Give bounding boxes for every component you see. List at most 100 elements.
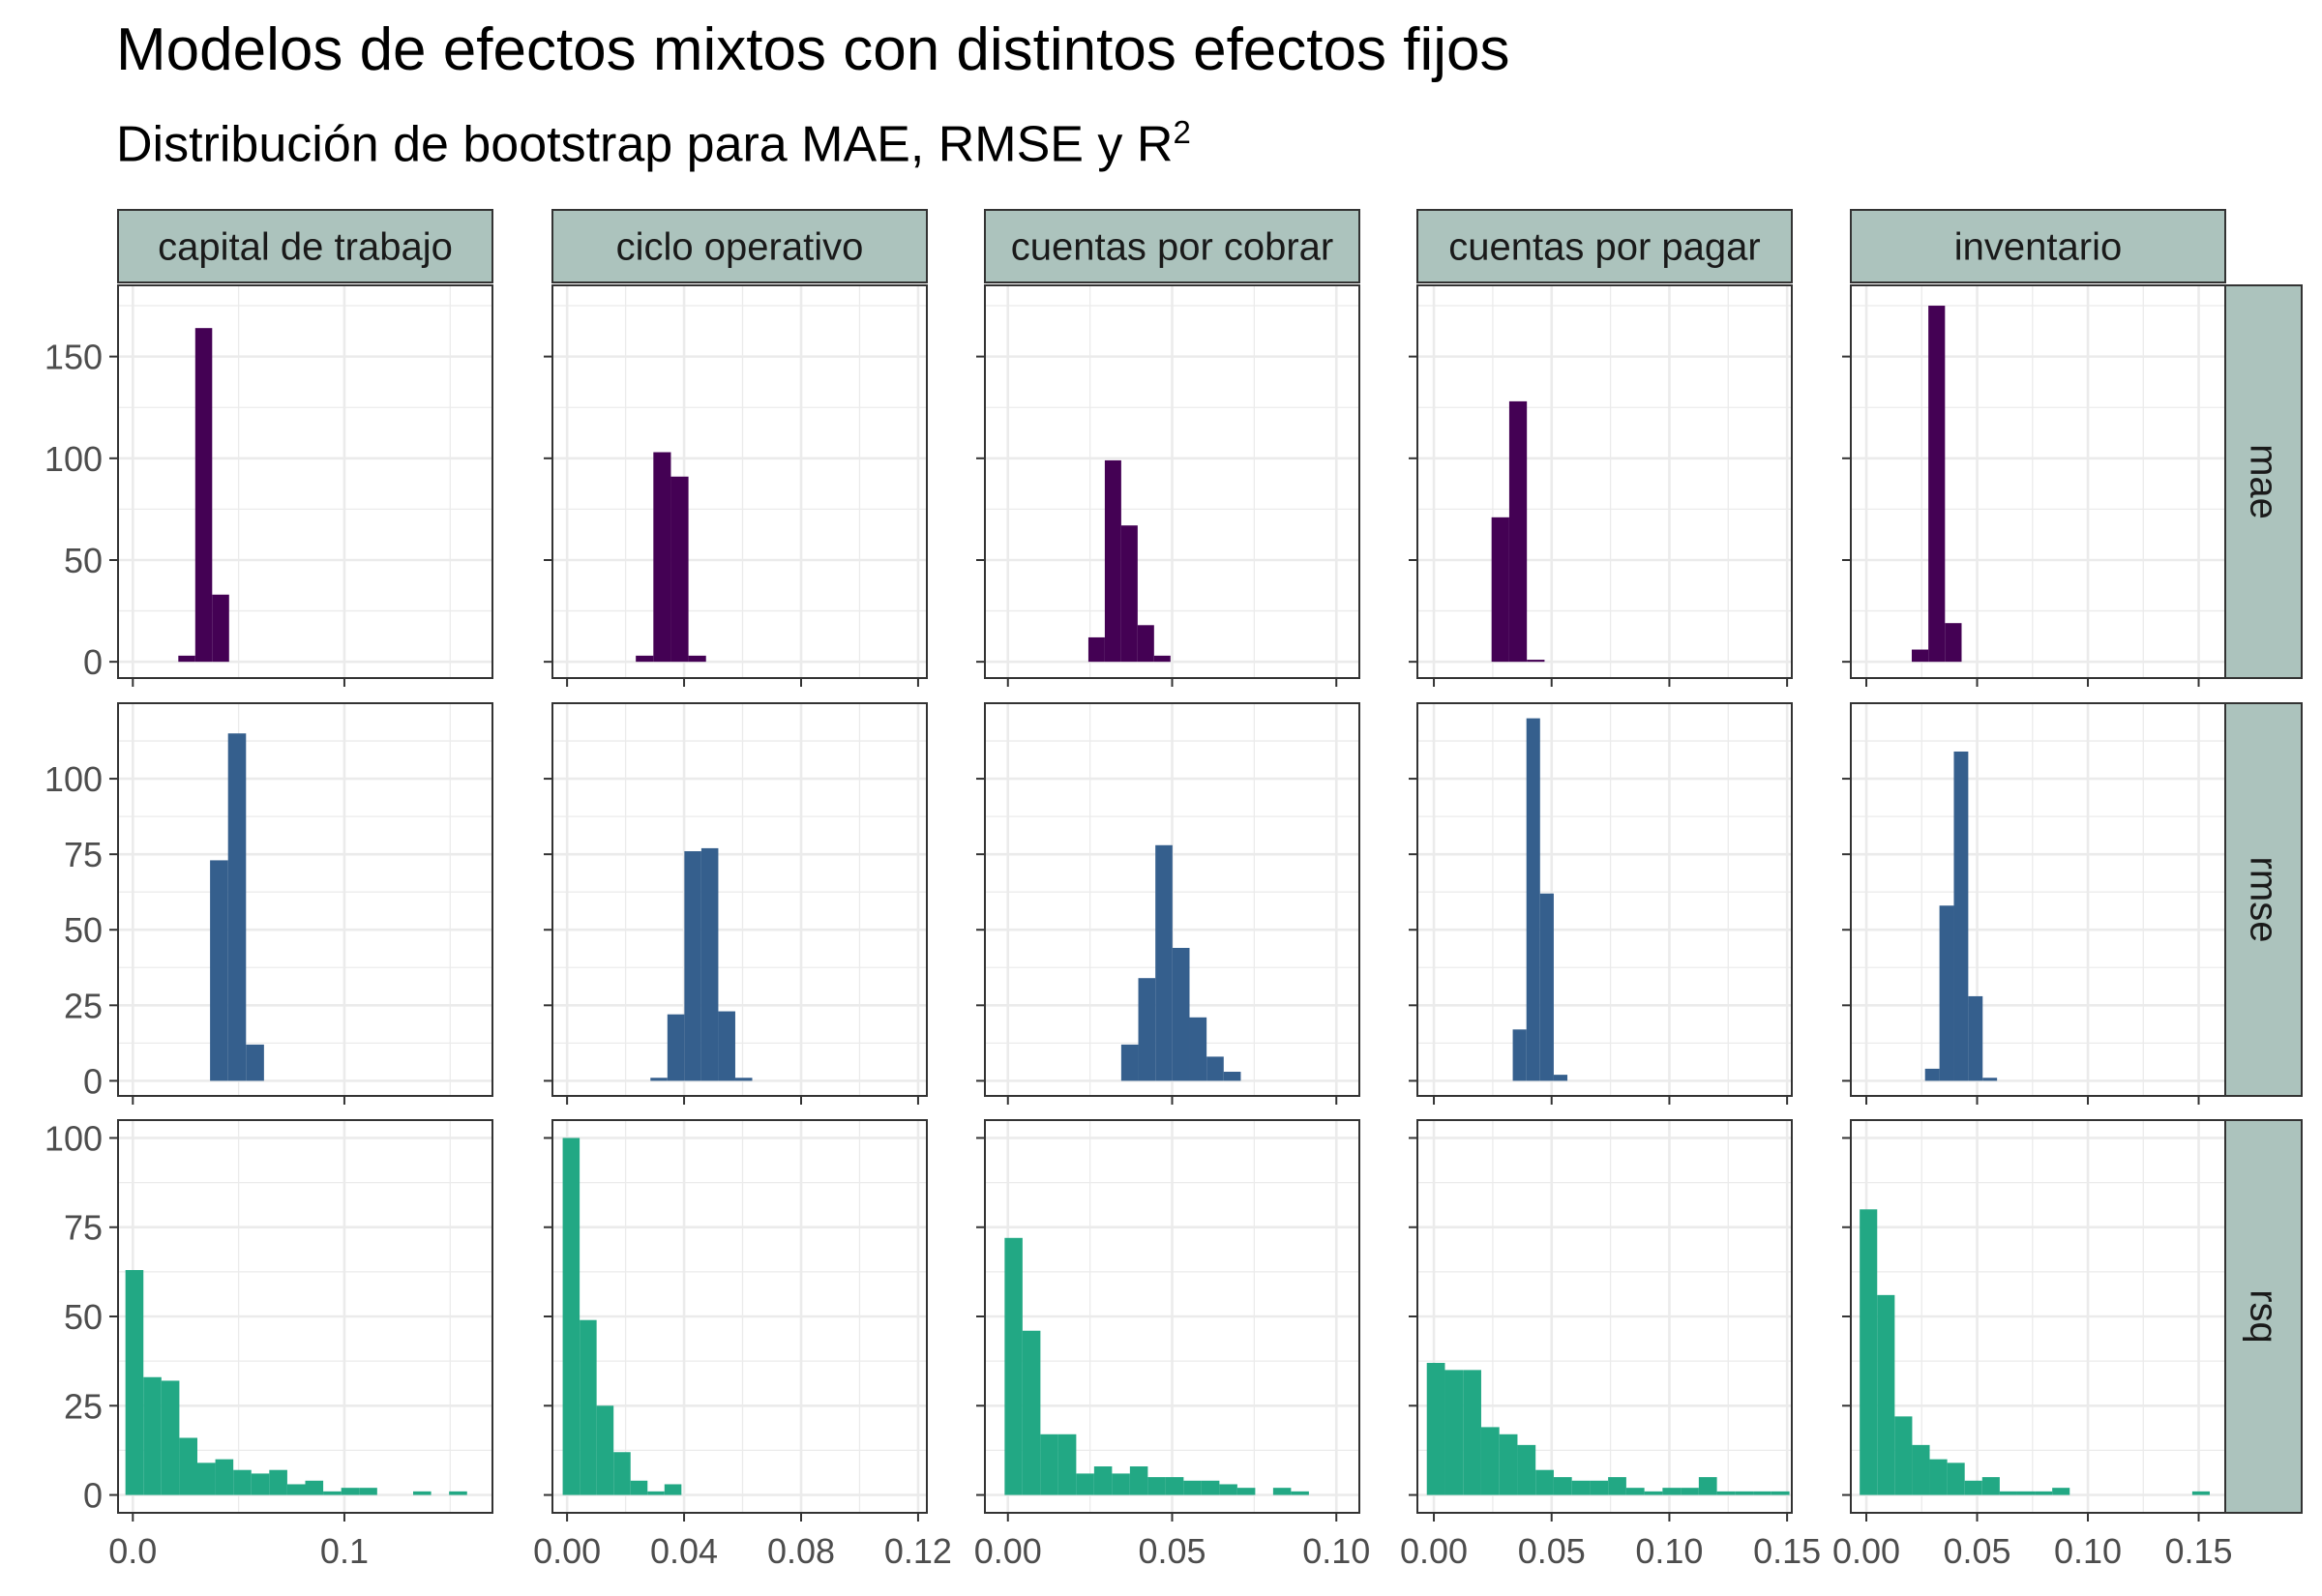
panel-rmse-inventario-bar [1924, 1068, 1940, 1081]
panel-rmse-cuentas-por-cobrar-bar [1206, 1056, 1224, 1081]
strip-label-rsq: rsq [2243, 1289, 2285, 1344]
strip-label-cuentas-por-pagar: cuentas por pagar [1448, 226, 1760, 269]
panel-rsq-cuentas-por-cobrar-bar [1291, 1491, 1309, 1495]
panel-mae-cuentas-por-cobrar-bar [1104, 459, 1121, 663]
x-tick-label-cuentas-por-cobrar: 0.10 [1302, 1531, 1370, 1571]
panel-mae-cuentas-por-cobrar-bar [1120, 525, 1138, 663]
panel-rsq-inventario-bar [2016, 1491, 2036, 1495]
panel-rmse-ciclo-operativo-bar [667, 1014, 685, 1081]
panel-rmse-cuentas-por-cobrar-bar [1155, 844, 1173, 1081]
panel-mae-capital-de-trabajo-border [117, 284, 493, 679]
panel-rmse-ciclo-operativo-bar [734, 1078, 753, 1081]
panel-rsq-inventario-bar [1981, 1477, 2000, 1495]
panel-rsq-cuentas-por-pagar-bar [1590, 1480, 1609, 1495]
panel-rmse-cuentas-por-cobrar-bar [1189, 1017, 1207, 1081]
x-tick-label-cuentas-por-pagar: 0.05 [1518, 1531, 1586, 1571]
panel-rmse-cuentas-por-pagar-bar [1526, 718, 1540, 1081]
panel-rsq-cuentas-por-cobrar-bar [1272, 1488, 1292, 1495]
panel-mae-ciclo-operativo-bar [688, 655, 706, 663]
panel-rsq-capital-de-trabajo-bar [251, 1473, 270, 1495]
subtitle-text: Distribución de bootstrap para MAE, RMSE… [116, 116, 1174, 173]
panel-rmse-ciclo-operativo-bg [552, 703, 927, 1096]
panel-mae-capital-de-trabajo-bar [178, 655, 195, 663]
y-tick-label-rmse: 50 [64, 910, 103, 950]
panel-rsq-capital-de-trabajo-bar [323, 1491, 342, 1495]
panel-rsq-inventario-bar [1860, 1209, 1878, 1495]
panel-rsq-cuentas-por-pagar-bar [1771, 1491, 1790, 1495]
panel-mae-cuentas-por-pagar-bar [1491, 517, 1509, 663]
panel-rsq-inventario-bar [1912, 1444, 1930, 1495]
panel-rsq-inventario-bar [1929, 1459, 1948, 1495]
panel-rsq-capital-de-trabajo-bar [413, 1491, 432, 1495]
panel-rsq-cuentas-por-cobrar-bar [1093, 1466, 1113, 1495]
strip-label-rmse: rmse [2243, 857, 2285, 943]
panel-mae-capital-de-trabajo-bar [194, 328, 213, 663]
panel-rsq-cuentas-por-pagar-bar [1625, 1488, 1645, 1495]
y-tick-label-rmse: 100 [45, 759, 103, 799]
panel-rmse-inventario-bg [1851, 703, 2225, 1096]
panel-rsq-cuentas-por-pagar-bar [1553, 1477, 1572, 1495]
panel-rmse-capital-de-trabajo-bg [118, 703, 492, 1096]
panel-rsq-inventario-bar [2035, 1491, 2053, 1495]
x-tick-label-capital-de-trabajo: 0.1 [320, 1531, 369, 1571]
panel-rmse-cuentas-por-pagar-bg [1417, 703, 1792, 1096]
panel-rsq-cuentas-por-cobrar-bar [1129, 1466, 1148, 1495]
panel-mae-inventario-bar [1928, 306, 1946, 663]
panel-rsq-inventario-bar [1877, 1294, 1895, 1495]
panel-rmse-capital-de-trabajo-bar [227, 733, 247, 1081]
y-tick-label-rmse: 0 [83, 1061, 103, 1101]
panel-rsq-cuentas-por-cobrar-bar [1147, 1477, 1166, 1495]
panel-rsq-capital-de-trabajo-bar [179, 1437, 197, 1495]
panel-mae-cuentas-por-pagar-bar [1508, 400, 1528, 663]
panel-rsq-capital-de-trabajo-bar [305, 1480, 324, 1495]
panel-rsq-cuentas-por-pagar-bar [1463, 1370, 1481, 1495]
panel-rmse-ciclo-operativo-bar [650, 1078, 668, 1081]
panel-mae-ciclo-operativo-border [551, 284, 928, 679]
y-tick-label-rsq: 50 [64, 1297, 103, 1337]
panel-rsq-inventario-bar [1894, 1416, 1913, 1495]
panel-rsq-ciclo-operativo-bar [630, 1480, 648, 1495]
x-tick-label-cuentas-por-pagar: 0.00 [1400, 1531, 1468, 1571]
panel-mae-ciclo-operativo-bar [636, 655, 654, 663]
panel-rmse-capital-de-trabajo-bar [246, 1044, 264, 1081]
panel-mae-cuentas-por-pagar-bar [1527, 660, 1545, 663]
strip-bg-inventario [1850, 209, 2226, 283]
panel-rsq-ciclo-operativo-bar [596, 1405, 614, 1495]
panel-rsq-capital-de-trabajo-bar [215, 1459, 234, 1495]
panel-rsq-cuentas-por-pagar-bar [1681, 1488, 1699, 1495]
strip-label-cuentas-por-cobrar: cuentas por cobrar [1011, 226, 1334, 269]
y-tick-label-rsq: 100 [45, 1118, 103, 1158]
y-tick-label-rmse: 75 [64, 835, 103, 874]
panel-rsq-ciclo-operativo-bar [613, 1452, 631, 1495]
panel-rsq-capital-de-trabajo-bar [143, 1376, 162, 1495]
strip-label-capital-de-trabajo: capital de trabajo [158, 226, 453, 269]
panel-mae-ciclo-operativo-bar [653, 452, 671, 663]
panel-rsq-cuentas-por-pagar-bar [1698, 1477, 1717, 1495]
panel-rsq-cuentas-por-pagar-bar [1716, 1491, 1736, 1495]
panel-rmse-cuentas-por-pagar-bar [1553, 1075, 1568, 1081]
panel-rsq-inventario-bar [2052, 1488, 2070, 1495]
panel-rsq-cuentas-por-pagar-bar [1444, 1370, 1464, 1495]
y-tick-label-rsq: 25 [64, 1386, 103, 1426]
x-tick-label-cuentas-por-pagar: 0.15 [1753, 1531, 1821, 1571]
strip-bg-rsq [2224, 1119, 2303, 1514]
x-tick-label-cuentas-por-cobrar: 0.05 [1138, 1531, 1206, 1571]
panel-mae-cuentas-por-cobrar-bar [1153, 655, 1171, 663]
panel-rsq-cuentas-por-cobrar-bar [1057, 1433, 1077, 1495]
panel-rsq-capital-de-trabajo-bar [233, 1469, 252, 1495]
x-tick-label-ciclo-operativo: 0.04 [650, 1531, 718, 1571]
x-tick-label-inventario: 0.10 [2054, 1531, 2122, 1571]
panel-rmse-capital-de-trabajo-bar [210, 860, 228, 1081]
panel-rsq-cuentas-por-cobrar-bar [1219, 1484, 1237, 1495]
panel-mae-inventario-bg [1851, 285, 2225, 678]
x-tick-label-cuentas-por-cobrar: 0.00 [974, 1531, 1042, 1571]
chart-title: Modelos de efectos mixtos con distintos … [116, 16, 1510, 83]
panel-rsq-capital-de-trabajo-bar [269, 1469, 287, 1495]
panel-rsq-capital-de-trabajo-bar [359, 1488, 377, 1495]
y-tick-label-mae: 0 [83, 642, 103, 682]
panel-rmse-cuentas-por-cobrar-bar [1223, 1072, 1241, 1081]
panel-rsq-cuentas-por-cobrar-bar [1201, 1480, 1220, 1495]
y-tick-label-mae: 100 [45, 439, 103, 479]
strip-bg-cuentas-por-cobrar [984, 209, 1360, 283]
